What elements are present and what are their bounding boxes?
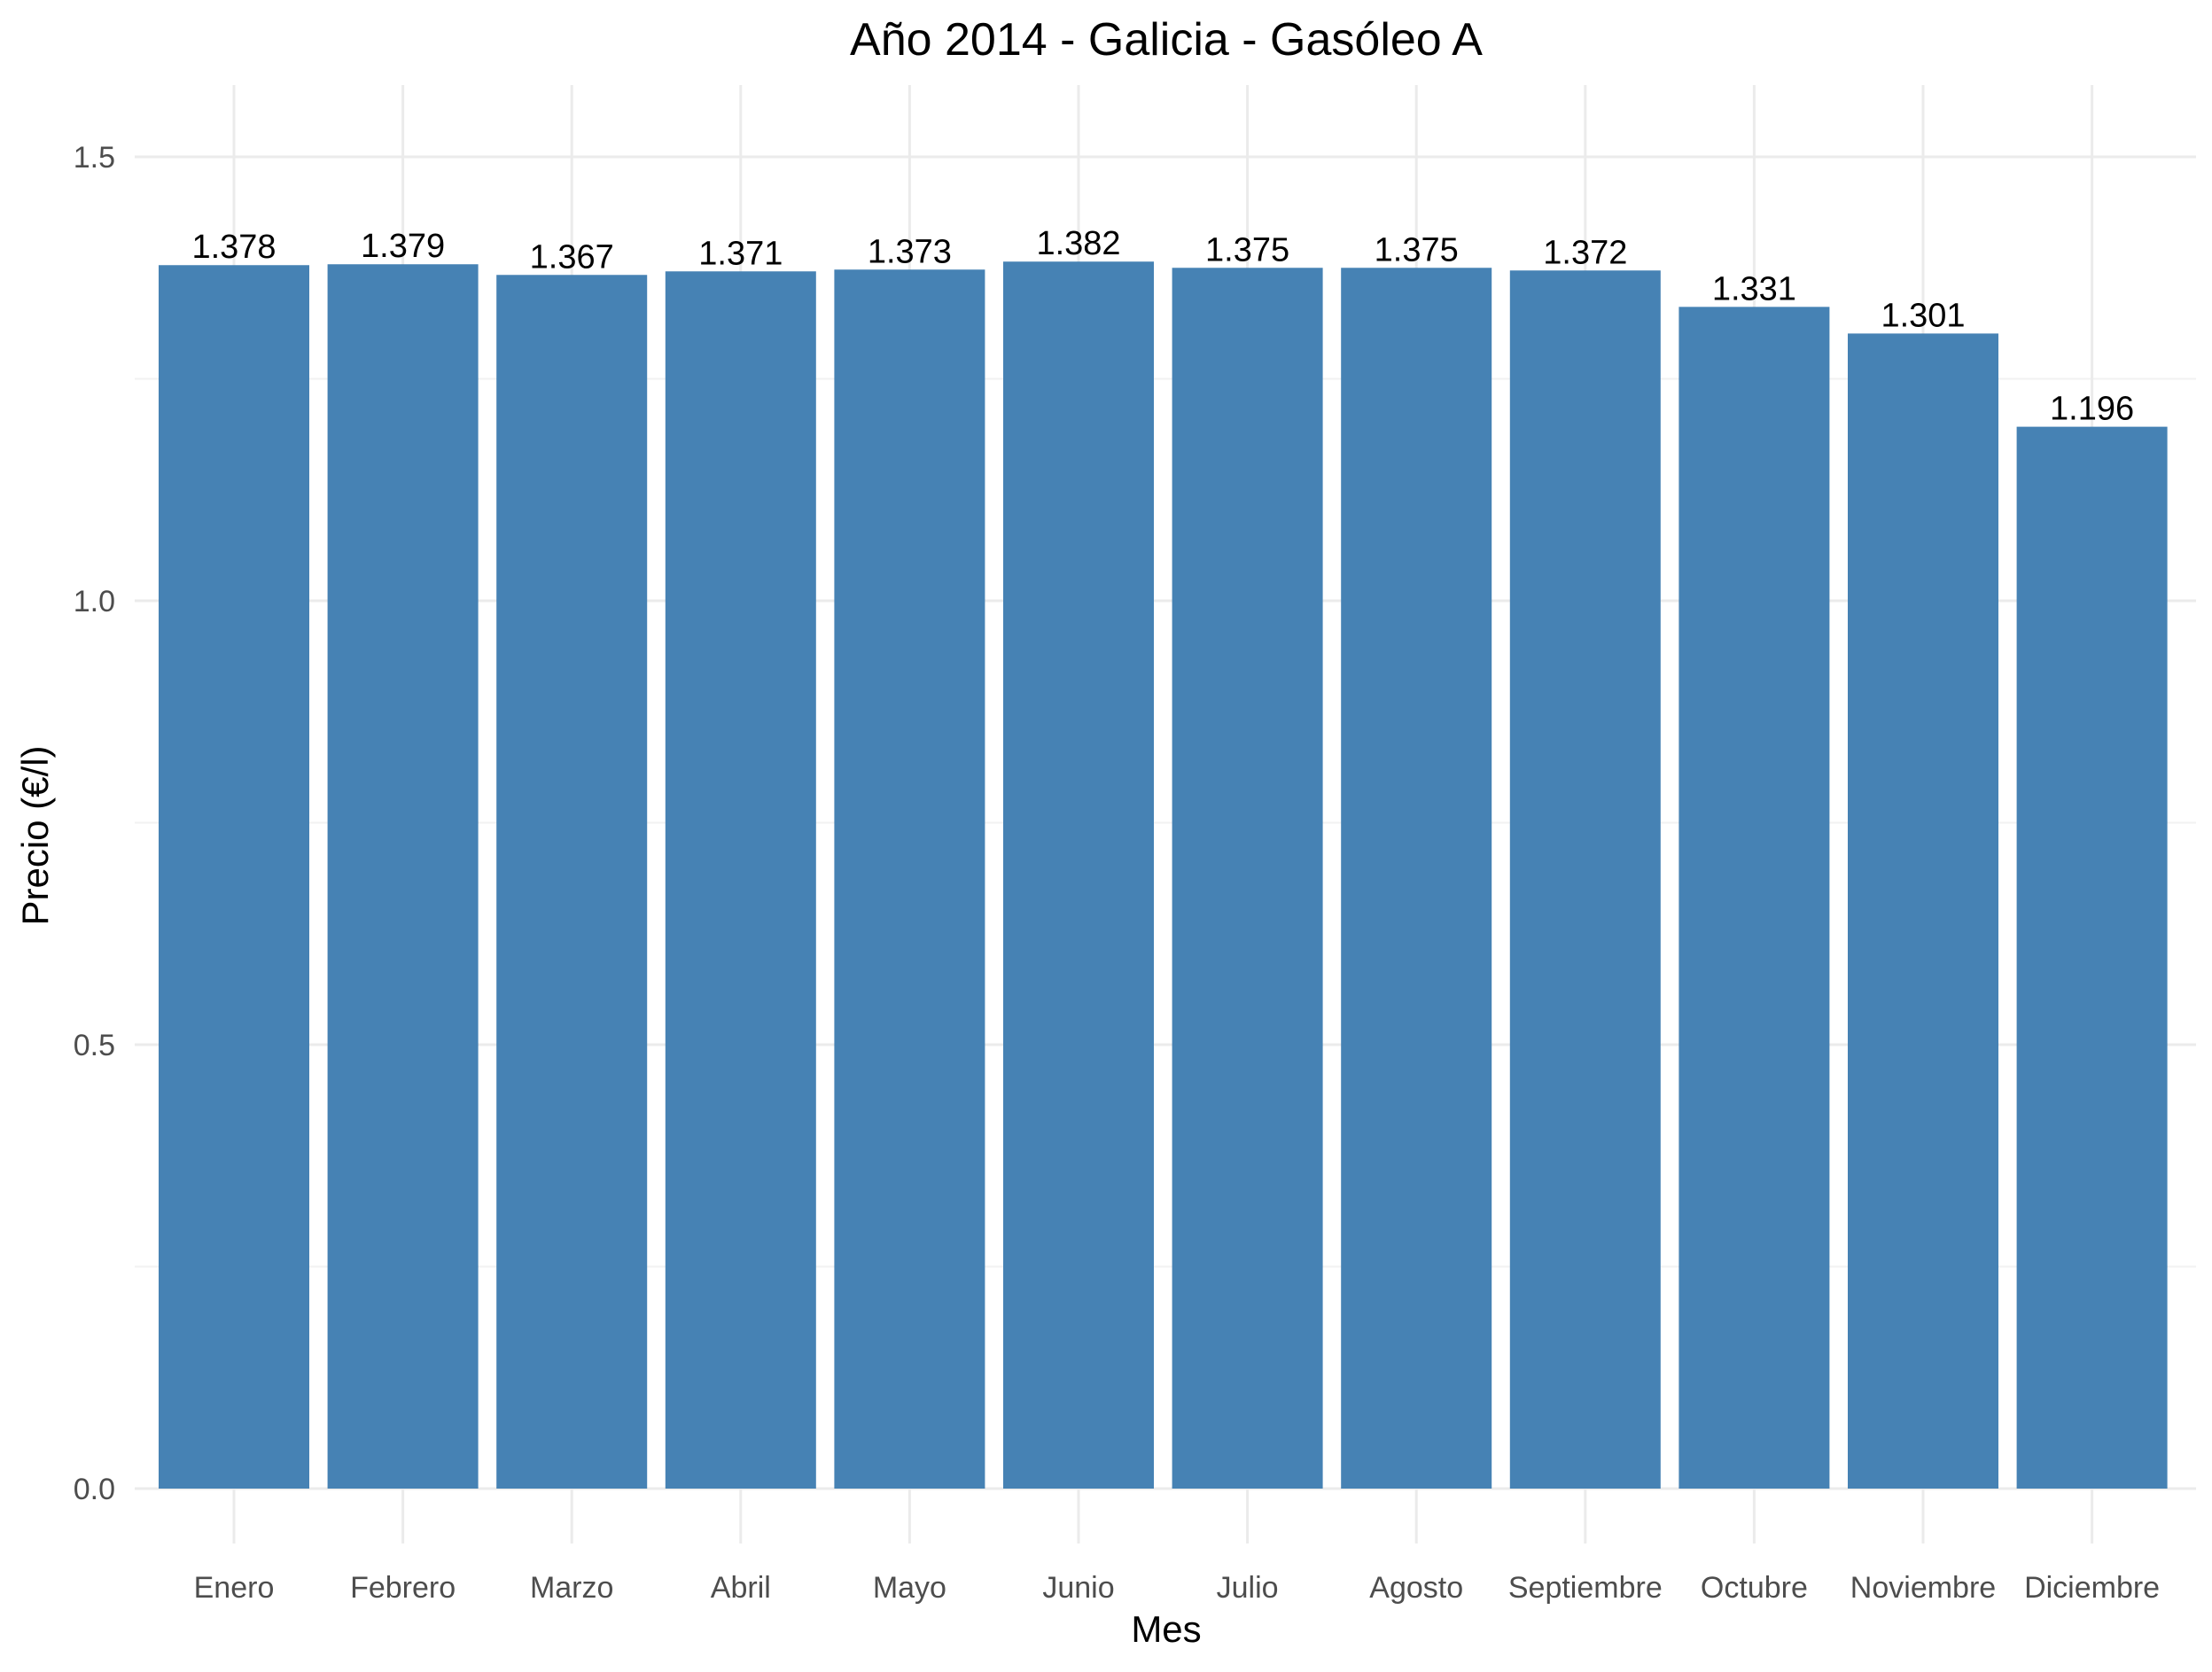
bar — [1678, 307, 1830, 1489]
bar — [327, 264, 479, 1489]
bar-value-label: 1.375 — [1375, 231, 1459, 268]
y-tick-label: 1.0 — [74, 585, 115, 618]
x-axis-tick-labels: Enero Febrero Marzo Abril Mayo Junio Julio Agos… — [194, 1571, 2160, 1605]
bar — [496, 275, 648, 1489]
x-tick-label: Febrero — [350, 1571, 456, 1605]
y-tick-label: 1.5 — [74, 141, 115, 175]
chart-title: Año 2014 - Galicia - Gasóleo A — [850, 14, 1483, 66]
bar — [1509, 270, 1661, 1489]
x-tick-label: Marzo — [530, 1571, 613, 1605]
x-tick-label: Enero — [194, 1571, 275, 1605]
y-axis-title: Precio (€/l) — [14, 745, 56, 925]
bar — [159, 265, 309, 1489]
x-tick-label: Julio — [1217, 1571, 1279, 1605]
bar-value-label: 1.379 — [361, 228, 445, 265]
x-tick-label: Agosto — [1369, 1571, 1463, 1605]
bar-value-label: 1.372 — [1543, 234, 1627, 271]
y-tick-label: 0.5 — [74, 1029, 115, 1062]
bar-value-label: 1.196 — [2050, 391, 2134, 428]
bar — [1172, 268, 1323, 1489]
bar-labels: 1.378 1.379 1.367 1.371 1.373 1.382 1.375 1.375… — [191, 225, 2134, 427]
bar-value-label: 1.371 — [698, 235, 783, 272]
x-tick-label: Abril — [711, 1571, 771, 1605]
y-axis-tick-labels: 0.0 0.5 1.0 1.5 — [74, 141, 115, 1506]
bar — [1848, 333, 1998, 1489]
x-tick-label: Junio — [1042, 1571, 1114, 1605]
y-tick-label: 0.0 — [74, 1473, 115, 1506]
x-tick-label: Diciembre — [2024, 1571, 2160, 1605]
x-tick-label: Octubre — [1701, 1571, 1808, 1605]
x-axis-title: Mes — [1131, 1608, 1201, 1650]
bar-value-label: 1.301 — [1881, 297, 1965, 334]
bar — [1003, 261, 1154, 1489]
bar — [1341, 268, 1492, 1489]
x-tick-label: Noviembre — [1850, 1571, 1996, 1605]
bar-value-label: 1.375 — [1205, 231, 1289, 268]
bar-value-label: 1.367 — [530, 238, 614, 276]
x-tick-label: Mayo — [873, 1571, 946, 1605]
bar-value-label: 1.382 — [1036, 225, 1120, 262]
bar — [834, 269, 985, 1489]
bar — [2016, 426, 2168, 1489]
x-tick-label: Septiembre — [1508, 1571, 1663, 1605]
bar — [665, 271, 816, 1489]
bar-value-label: 1.378 — [191, 229, 276, 266]
bars — [159, 261, 2168, 1489]
bar-value-label: 1.331 — [1712, 270, 1796, 307]
bar-value-label: 1.373 — [868, 233, 952, 270]
